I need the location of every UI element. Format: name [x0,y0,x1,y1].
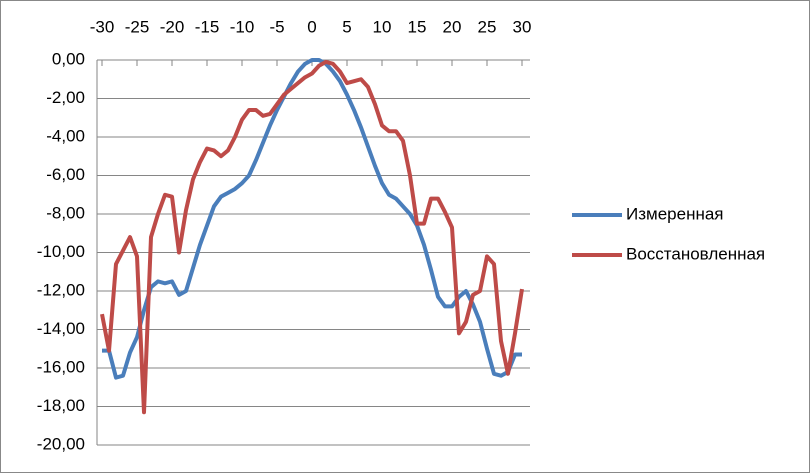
x-tick-label: 30 [513,17,532,36]
x-tick-label: 20 [443,17,462,36]
y-tick-label: -14,00 [37,319,85,338]
x-tick-label: 10 [373,17,392,36]
y-tick-label: -4,00 [46,126,85,145]
x-tick-label: 25 [478,17,497,36]
series-line [102,58,522,380]
legend-label: Измеренная [626,204,724,223]
x-tick-label: -30 [90,17,115,36]
x-tick-label: -5 [269,17,284,36]
y-tick-label: -10,00 [37,242,85,261]
y-tick-label: -16,00 [37,357,85,376]
x-tick-label: 15 [408,17,427,36]
y-tick-label: -20,00 [37,434,85,453]
x-tick-label: -25 [125,17,150,36]
x-tick-label: -15 [195,17,220,36]
x-tick-label: 5 [342,17,351,36]
y-tick-label: -12,00 [37,280,85,299]
x-tick-label: -10 [230,17,255,36]
x-tick-label: 0 [307,17,316,36]
y-tick-label: 0,00 [52,49,85,68]
series-line [100,59,524,415]
y-tick-label: -8,00 [46,203,85,222]
y-tick-label: -18,00 [37,396,85,415]
y-tick-label: -2,00 [46,88,85,107]
x-tick-label: -20 [160,17,185,36]
legend-label: Восстановленная [626,244,765,263]
y-tick-label: -6,00 [46,165,85,184]
